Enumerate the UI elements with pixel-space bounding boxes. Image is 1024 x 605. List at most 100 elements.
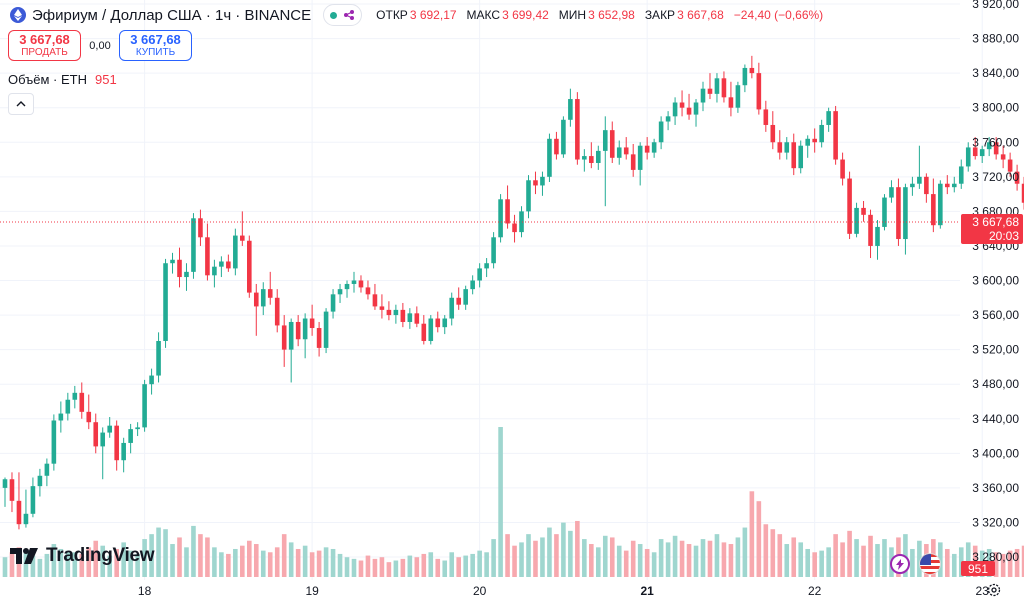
volume-bar	[177, 537, 182, 577]
candle-body	[547, 138, 552, 177]
volume-bar	[414, 557, 420, 577]
volume-bar	[267, 552, 273, 577]
open-label: ОТКР	[376, 8, 408, 22]
open-value: 3 692,17	[409, 8, 457, 22]
volume-bar	[847, 530, 852, 577]
events-button[interactable]	[890, 554, 910, 574]
volume-bar	[400, 558, 406, 577]
time-axis[interactable]: 18 19 20 21 22 23	[138, 584, 989, 598]
volume-bar	[93, 540, 99, 577]
volume-bar	[714, 534, 720, 577]
candle-body	[30, 486, 36, 514]
price-tick-label: 3 720,00	[972, 170, 1019, 184]
economic-events-button[interactable]	[919, 553, 941, 575]
volume-bar	[142, 539, 147, 577]
candle-body	[861, 207, 866, 215]
candles	[2, 55, 1024, 530]
price-tick-label: 3 920,00	[972, 0, 1019, 11]
candle-body	[72, 392, 78, 400]
candle-body	[568, 99, 573, 120]
volume-bar	[407, 555, 413, 577]
low-label: МИН	[558, 8, 587, 22]
price-axis[interactable]: 3 920,00 3 880,00 3 840,00 3 800,00 3 760,00…	[972, 0, 1019, 564]
volume-bar	[226, 553, 231, 577]
volume-bar	[428, 552, 434, 577]
volume-bar	[456, 557, 461, 577]
volume-bar	[686, 544, 692, 577]
candle-body	[596, 150, 601, 163]
volume-bar	[519, 542, 524, 577]
volume-bar	[330, 548, 336, 577]
candle-body	[812, 138, 817, 143]
candle-body	[191, 218, 196, 272]
settings-button[interactable]	[986, 582, 1002, 598]
candle-body	[589, 156, 594, 163]
candle-body	[756, 73, 762, 110]
volume-bar	[386, 562, 392, 577]
volume-bar	[679, 540, 685, 577]
volume-bar	[281, 534, 287, 577]
volume-bar	[693, 545, 699, 577]
candle-body	[728, 97, 734, 108]
volume-bar	[1000, 553, 1006, 577]
volume-bar	[763, 524, 769, 577]
candle-body	[749, 67, 755, 74]
volume-bar	[861, 545, 866, 577]
volume-bar	[554, 534, 559, 577]
price-tick-label: 3 880,00	[972, 32, 1019, 46]
volume-bar	[589, 544, 594, 577]
candle-body	[407, 313, 413, 322]
volume-bar	[274, 547, 280, 577]
market-open-dot-icon	[330, 11, 338, 19]
candle-body	[714, 78, 720, 94]
price-tick-label: 3 480,00	[972, 377, 1019, 391]
candle-body	[316, 328, 322, 348]
symbol-legend: Эфириум / Доллар США · 1ч · BINANCE ОТКР…	[0, 0, 960, 30]
price-tick-label: 3 760,00	[972, 135, 1019, 149]
candle-body	[177, 259, 182, 278]
candle-body	[993, 142, 999, 155]
volume-bar	[463, 555, 468, 577]
collapse-legend-button[interactable]	[8, 93, 34, 115]
change-value: −24,40 (−0,66%)	[733, 8, 824, 22]
candle-body	[798, 145, 804, 169]
candle-body	[644, 145, 650, 153]
volume-bar	[302, 545, 308, 577]
lightning-icon	[896, 558, 904, 570]
volume-bar	[72, 552, 78, 577]
volume-bar	[854, 539, 859, 577]
gear-icon	[987, 583, 1001, 597]
volume-bar	[121, 542, 126, 577]
volume-bar	[805, 548, 810, 577]
candle-body	[37, 475, 43, 487]
volume-legend[interactable]: Объём · ETH 951	[8, 72, 117, 87]
last-price-label: 3 667,68 20:03	[961, 214, 1023, 245]
market-status[interactable]	[323, 4, 363, 26]
candle-body	[170, 259, 175, 264]
candle-body	[44, 463, 50, 476]
volume-bars	[2, 427, 1024, 577]
buy-button[interactable]: 3 667,68 КУПИТЬ	[119, 30, 192, 61]
volume-bar	[602, 535, 608, 577]
candle-body	[945, 183, 950, 188]
candle-body	[519, 211, 524, 233]
candle-body	[505, 199, 510, 224]
volume-bar	[505, 534, 510, 577]
sell-button[interactable]: 3 667,68 ПРОДАТЬ	[8, 30, 81, 61]
volume-bar	[442, 560, 448, 577]
volume-bar	[135, 553, 140, 577]
candle-body	[100, 432, 106, 447]
candle-body	[400, 309, 406, 322]
volume-bar	[351, 558, 357, 577]
volume-bar	[637, 544, 643, 577]
candle-body	[938, 183, 943, 226]
volume-bar	[170, 544, 175, 577]
volume-bar	[993, 552, 999, 577]
tradingview-logo[interactable]: TradingView	[10, 545, 155, 567]
candle-body	[260, 289, 266, 307]
candle-body	[156, 340, 161, 376]
volume-bar	[114, 548, 119, 577]
symbol-title[interactable]: Эфириум / Доллар США · 1ч · BINANCE	[32, 6, 312, 24]
candle-body	[540, 176, 545, 186]
